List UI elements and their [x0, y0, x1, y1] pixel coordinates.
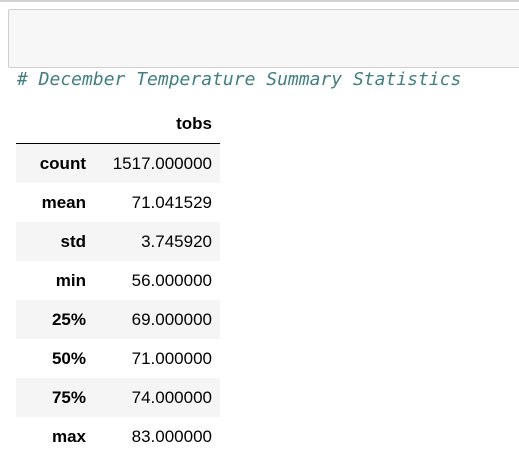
- cell-output: tobs count 1517.000000 mean 71.041529 st…: [16, 105, 220, 456]
- row-label: std: [16, 222, 94, 261]
- row-value: 74.000000: [94, 378, 220, 417]
- describe-table: tobs count 1517.000000 mean 71.041529 st…: [16, 105, 220, 456]
- table-row: count 1517.000000: [16, 144, 220, 184]
- code-comment: # December Temperature Summary Statistic…: [17, 69, 461, 90]
- table-row: std 3.745920: [16, 222, 220, 261]
- row-label: min: [16, 261, 94, 300]
- code-cell-input[interactable]: # December Temperature Summary Statistic…: [8, 9, 519, 68]
- row-label: 50%: [16, 339, 94, 378]
- row-label: 25%: [16, 300, 94, 339]
- row-value: 69.000000: [94, 300, 220, 339]
- code-line-1: # December Temperature Summary Statistic…: [17, 68, 519, 92]
- cell-separator: [0, 0, 519, 2]
- table-row: min 56.000000: [16, 261, 220, 300]
- row-label: mean: [16, 183, 94, 222]
- row-label: max: [16, 417, 94, 456]
- row-label: 75%: [16, 378, 94, 417]
- index-header: [16, 105, 94, 144]
- table-row: 50% 71.000000: [16, 339, 220, 378]
- row-value: 1517.000000: [94, 144, 220, 184]
- table-header-row: tobs: [16, 105, 220, 144]
- table-row: 75% 74.000000: [16, 378, 220, 417]
- row-value: 3.745920: [94, 222, 220, 261]
- table-row: max 83.000000: [16, 417, 220, 456]
- row-value: 71.041529: [94, 183, 220, 222]
- table-row: mean 71.041529: [16, 183, 220, 222]
- row-value: 83.000000: [94, 417, 220, 456]
- row-value: 56.000000: [94, 261, 220, 300]
- row-label: count: [16, 144, 94, 184]
- column-header: tobs: [94, 105, 220, 144]
- row-value: 71.000000: [94, 339, 220, 378]
- table-row: 25% 69.000000: [16, 300, 220, 339]
